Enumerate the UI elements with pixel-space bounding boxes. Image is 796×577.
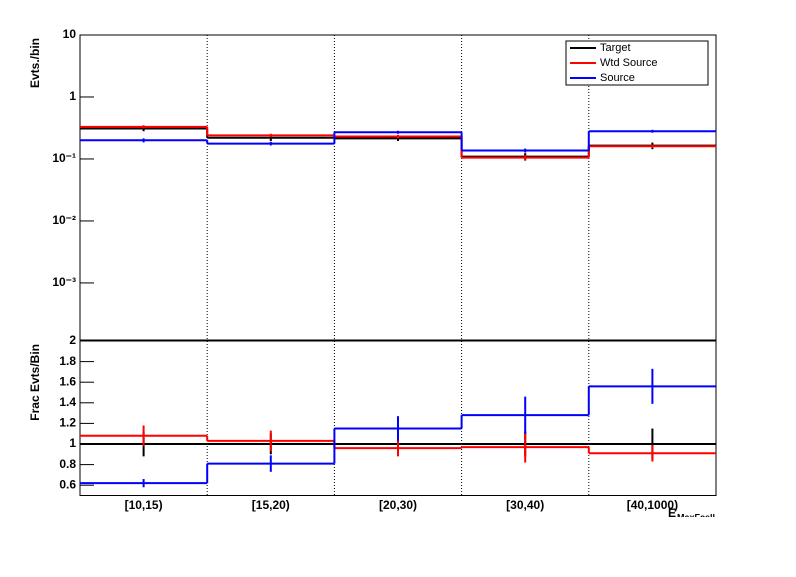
legend-label: Wtd Source — [600, 57, 657, 69]
plot-frame — [79, 340, 717, 496]
x-tick-label: [40,1000) — [627, 498, 678, 512]
y-axis-label: Frac Evts/Bin — [28, 344, 42, 421]
y-tick-label: 0.6 — [59, 477, 76, 491]
y-tick-label: 1 — [69, 89, 76, 103]
legend-label: Target — [600, 42, 631, 54]
y-axis-label: Evts./bin — [28, 38, 42, 88]
x-tick-label: [15,20) — [252, 498, 290, 512]
y-tick-label: 1 — [69, 436, 76, 450]
y-tick-label: 1.8 — [59, 354, 76, 368]
legend-label: Source — [600, 72, 635, 84]
y-tick-label: 0.8 — [59, 457, 76, 471]
legend: Target Wtd Source Source — [565, 40, 709, 86]
y-tick-label: 1.6 — [59, 374, 76, 388]
clip-cover — [0, 517, 796, 572]
y-tick-label: 1.2 — [59, 416, 76, 430]
y-tick-label: 10 — [63, 27, 77, 41]
y-tick-label: 2 — [69, 333, 76, 347]
y-tick-label: 1.4 — [59, 395, 76, 409]
x-tick-label: [20,30) — [379, 498, 417, 512]
y-tick-label: 10⁻² — [52, 213, 76, 227]
y-tick-label: 10⁻³ — [52, 275, 76, 289]
x-tick-label: [10,15) — [125, 498, 163, 512]
plot-frame — [79, 34, 717, 341]
x-tick-label: [30,40) — [506, 498, 544, 512]
y-tick-label: 10⁻¹ — [52, 151, 76, 165]
x-axis-label: E — [668, 506, 676, 520]
